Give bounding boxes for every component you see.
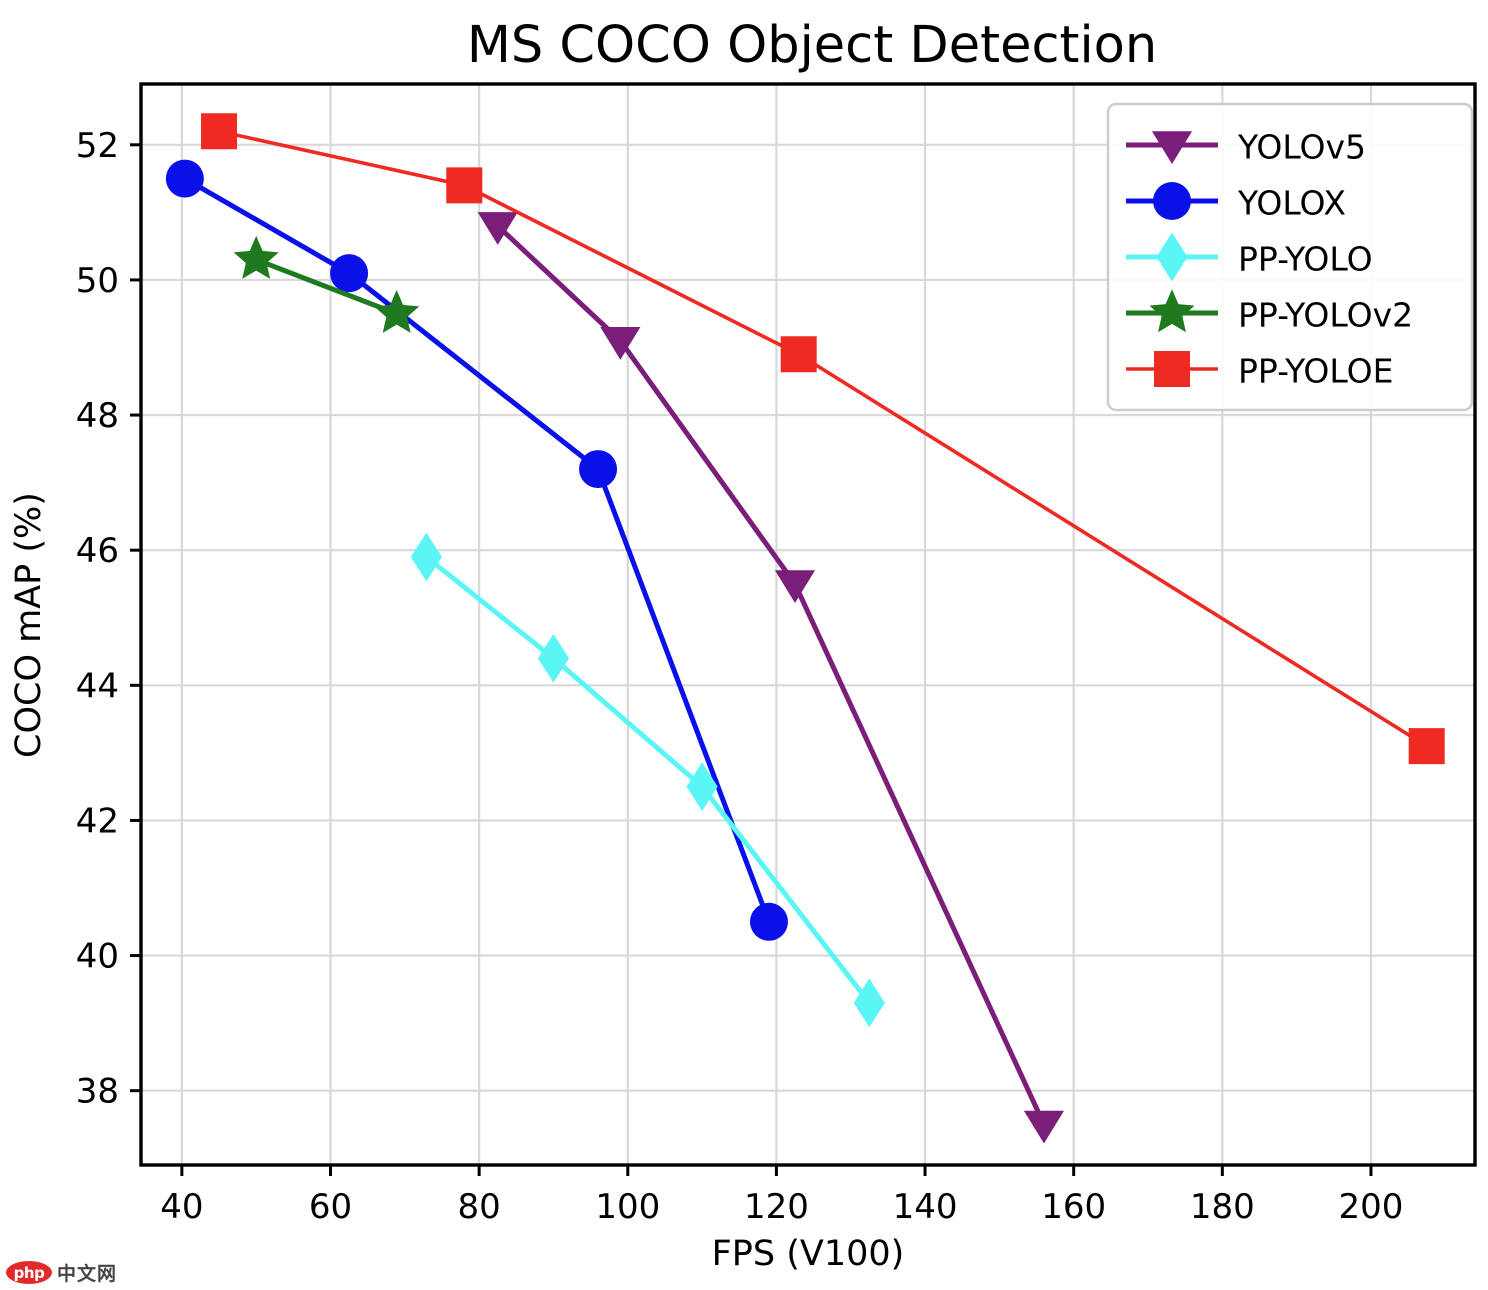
data-point-marker xyxy=(579,450,618,489)
legend-item-pp-yolov2[interactable]: PP-YOLOv2 xyxy=(1126,289,1413,335)
y-axis-label: COCO mAP (%) xyxy=(9,492,49,758)
legend-item-label: PP-YOLOE xyxy=(1238,352,1393,391)
data-point-marker xyxy=(686,762,718,812)
data-point-marker xyxy=(374,289,420,333)
x-tick-label: 180 xyxy=(1190,1187,1255,1227)
series-yolox xyxy=(165,159,788,941)
legend-item-label: YOLOX xyxy=(1237,184,1346,223)
data-point-marker xyxy=(477,212,518,245)
y-tick-label: 46 xyxy=(76,531,119,571)
legend-item-yolox[interactable]: YOLOX xyxy=(1126,182,1346,223)
series-pp-yolo xyxy=(410,532,885,1028)
data-point-marker xyxy=(1023,1110,1065,1144)
x-tick-label: 160 xyxy=(1041,1187,1106,1227)
legend-item-label: PP-YOLOv2 xyxy=(1238,296,1413,335)
y-tick-label: 52 xyxy=(76,126,119,166)
data-point-marker xyxy=(600,327,641,360)
data-point-marker xyxy=(410,532,442,582)
y-tick-label: 48 xyxy=(76,396,119,436)
legend-marker-icon xyxy=(1153,182,1191,220)
axis-tick-labels: 40 60 80 100 120 140 160 180 200 38 40 42 44 46 48 50 52 xyxy=(76,126,1404,1227)
plot-frame xyxy=(139,82,1477,1167)
series-pp-yoloe xyxy=(201,113,1445,765)
data-point-marker xyxy=(233,235,279,279)
x-tick-label: 40 xyxy=(160,1187,203,1227)
data-point-marker xyxy=(1408,728,1445,765)
data-point-marker xyxy=(330,254,369,293)
legend-marker-icon xyxy=(1156,232,1188,282)
legend-item-yolov5[interactable]: YOLOv5 xyxy=(1126,128,1366,167)
legend-item-label: PP-YOLO xyxy=(1238,240,1373,279)
plot-series-group xyxy=(165,113,1445,1144)
chart-legend: YOLOv5 YOLOX PP-YOLO PP-YOLOv2 PP-YOLOE xyxy=(1106,102,1474,412)
legend-frame xyxy=(1106,102,1474,412)
y-tick-label: 42 xyxy=(76,801,119,841)
legend-item-label: YOLOv5 xyxy=(1237,128,1366,167)
y-tick-label: 40 xyxy=(76,937,119,977)
x-tick-label: 80 xyxy=(458,1187,501,1227)
page-title: MS COCO Object Detection xyxy=(467,16,1157,75)
series-pp-yolov2 xyxy=(233,235,420,333)
y-tick-label: 38 xyxy=(76,1072,119,1112)
series-line xyxy=(423,554,872,1006)
x-tick-label: 120 xyxy=(744,1187,809,1227)
series-yolov5 xyxy=(477,212,1065,1144)
legend-item-pp-yolo[interactable]: PP-YOLO xyxy=(1126,232,1373,282)
legend-marker-icon xyxy=(1154,351,1190,387)
data-point-marker xyxy=(853,978,885,1028)
watermark: php 中文网 xyxy=(6,1259,117,1286)
php-logo-badge: php xyxy=(6,1261,52,1284)
watermark-text: 中文网 xyxy=(57,1263,118,1285)
series-line xyxy=(495,223,1047,1127)
x-tick-label: 200 xyxy=(1339,1187,1404,1227)
data-point-marker xyxy=(446,167,483,204)
x-tick-label: 140 xyxy=(893,1187,958,1227)
x-axis-label: FPS (V100) xyxy=(712,1234,905,1274)
legend-marker-icon xyxy=(1151,131,1193,165)
x-tick-label: 60 xyxy=(309,1187,352,1227)
series-line xyxy=(217,129,1429,748)
data-point-marker xyxy=(537,633,570,683)
y-tick-label: 44 xyxy=(76,666,119,706)
data-point-marker xyxy=(780,336,817,373)
legend-marker-icon xyxy=(1149,289,1195,333)
data-point-marker xyxy=(749,902,788,941)
data-point-marker xyxy=(165,159,204,198)
y-tick-label: 50 xyxy=(76,261,119,301)
series-line xyxy=(182,176,772,925)
x-tick-label: 100 xyxy=(595,1187,660,1227)
legend-item-pp-yoloe[interactable]: PP-YOLOE xyxy=(1126,351,1393,391)
data-point-marker xyxy=(774,570,816,604)
data-point-marker xyxy=(201,113,238,150)
gridlines xyxy=(141,84,1475,1165)
series-line xyxy=(253,257,400,317)
axes-group xyxy=(130,82,1477,1176)
